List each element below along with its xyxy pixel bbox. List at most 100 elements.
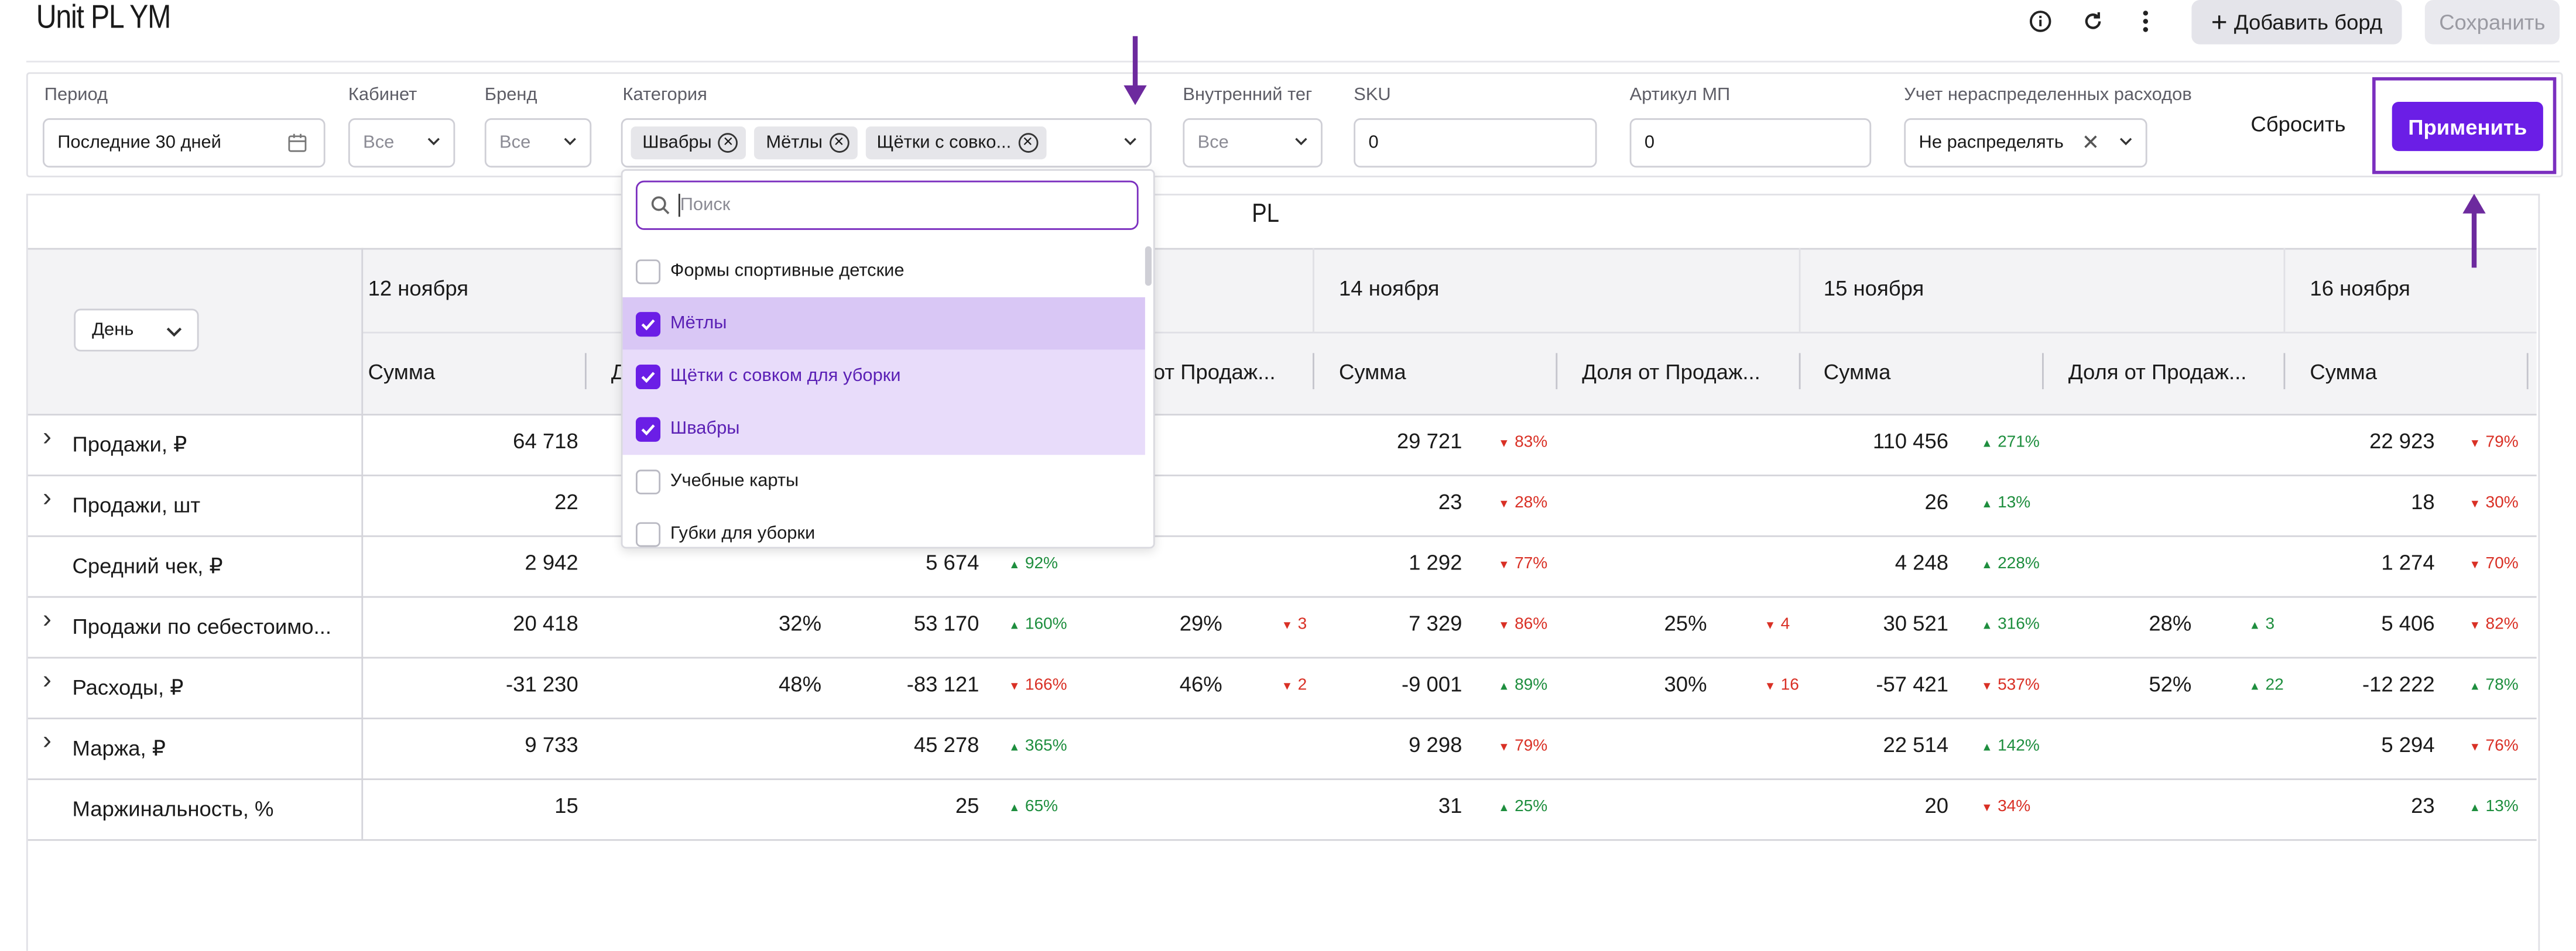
dropdown-search-input[interactable]: Поиск — [635, 180, 1139, 230]
expand-chevron-icon[interactable]: › — [42, 606, 52, 634]
row-label: Маржинальность, % — [72, 796, 274, 822]
chevron-down-icon[interactable] — [1123, 135, 1136, 147]
col-resize-handle[interactable] — [1313, 353, 1314, 390]
remove-chip-icon[interactable]: ✕ — [1018, 133, 1038, 153]
add-board-button[interactable]: + Добавить борд — [2191, 0, 2402, 44]
period-select[interactable]: Последние 30 дней — [42, 118, 326, 168]
triangle-down-icon: ▼ — [1281, 681, 1293, 693]
change-value: 22 — [2265, 677, 2284, 695]
cell-change: ▲ 65% — [1009, 798, 1058, 816]
checkbox-icon[interactable] — [635, 259, 661, 284]
category-option-label: Учебные карты — [670, 471, 799, 492]
category-dropdown: Поиск Формы спортивные детские Мётлы Щётки… — [621, 169, 1155, 549]
info-icon[interactable] — [2026, 6, 2056, 36]
change-value: 70% — [2485, 555, 2519, 574]
reset-button[interactable]: Сбросить — [2250, 111, 2346, 136]
expand-chevron-icon[interactable]: › — [42, 484, 52, 513]
col-resize-handle[interactable] — [1556, 353, 1558, 390]
category-option[interactable]: Мётлы — [622, 297, 1145, 350]
category-option[interactable]: Швабры — [622, 402, 1145, 455]
cell-value: 31 — [1438, 793, 1462, 818]
col-resize-handle[interactable] — [2526, 353, 2529, 390]
col-header-share: Доля от Продаж... — [1582, 359, 1760, 384]
text-cursor — [678, 194, 680, 217]
cell-change: ▼ 28% — [1498, 495, 1547, 513]
internal-tag-select[interactable]: Все — [1183, 118, 1323, 168]
category-select[interactable]: Швабры ✕ Мётлы ✕ Щётки с совко... ✕ — [621, 118, 1152, 168]
cabinet-label: Кабинет — [348, 85, 417, 105]
expand-chevron-icon[interactable]: › — [42, 423, 52, 452]
save-button[interactable]: Сохранить — [2424, 0, 2560, 44]
triangle-up-icon: ▲ — [2249, 620, 2261, 633]
sku-label: SKU — [1354, 85, 1391, 105]
triangle-down-icon: ▼ — [1498, 620, 1510, 633]
row-divider — [28, 839, 2537, 841]
row-label: Средний чек, ₽ — [72, 553, 223, 578]
category-option[interactable]: Губки для уборки — [623, 507, 1145, 547]
triangle-down-icon: ▼ — [2469, 559, 2481, 572]
cabinet-select[interactable]: Все — [348, 118, 455, 168]
change-value: 76% — [2485, 737, 2519, 756]
change-value: 13% — [1998, 494, 2031, 513]
article-input[interactable]: 0 — [1629, 118, 1872, 168]
cell-value: 32% — [779, 610, 822, 636]
cell-change: ▲ 89% — [1498, 677, 1547, 695]
brand-select[interactable]: Все — [484, 118, 592, 168]
col-resize-handle[interactable] — [1799, 353, 1801, 390]
col-resize-handle[interactable] — [2042, 353, 2044, 390]
triangle-down-icon: ▼ — [1764, 620, 1776, 633]
checkbox-icon[interactable] — [635, 522, 661, 547]
change-value: 271% — [1998, 433, 2040, 452]
apply-button[interactable]: Применить — [2392, 101, 2543, 152]
checkbox-checked-icon[interactable] — [635, 312, 661, 337]
table-row — [28, 414, 2537, 475]
more-vertical-icon[interactable] — [2131, 6, 2161, 36]
category-chip[interactable]: Щётки с совко... ✕ — [865, 126, 1046, 160]
col-header-sum: Сумма — [368, 359, 436, 384]
sku-input[interactable]: 0 — [1354, 118, 1597, 168]
refresh-icon[interactable] — [2078, 6, 2108, 36]
col-resize-handle[interactable] — [2283, 353, 2286, 390]
change-value: 16 — [1780, 677, 1799, 695]
article-label: Артикул МП — [1629, 85, 1731, 105]
triangle-up-icon: ▲ — [1981, 559, 1993, 572]
header-top-border — [28, 248, 2537, 250]
change-value: 4 — [1780, 616, 1790, 634]
category-chip[interactable]: Мётлы ✕ — [754, 126, 857, 160]
col-header-sum: Сумма — [2310, 359, 2378, 384]
category-option[interactable]: Щётки с совком для уборки — [622, 349, 1145, 403]
unallocated-value: Не распределять — [1919, 133, 2064, 153]
dropdown-scrollbar[interactable] — [1145, 246, 1152, 286]
change-value: 77% — [1515, 555, 1548, 574]
col-resize-handle[interactable] — [584, 353, 587, 390]
triangle-up-icon: ▲ — [1981, 620, 1993, 633]
triangle-up-icon: ▲ — [1981, 438, 1993, 450]
change-value: 13% — [2485, 798, 2519, 816]
category-chip[interactable]: Швабры ✕ — [631, 126, 746, 160]
unallocated-select[interactable]: Не распределять ✕ — [1904, 118, 2147, 168]
granularity-select[interactable]: День — [74, 308, 199, 352]
category-option[interactable]: Учебные карты — [623, 455, 1145, 507]
cell-value: 7 329 — [1409, 610, 1462, 636]
triangle-down-icon: ▼ — [1498, 499, 1510, 511]
cell-change: ▼ 2 — [1282, 677, 1307, 695]
checkbox-icon[interactable] — [635, 469, 661, 495]
checkbox-checked-icon[interactable] — [635, 364, 661, 390]
category-option[interactable]: Формы спортивные детские — [623, 245, 1145, 297]
header-divider — [26, 60, 2560, 63]
triangle-down-icon: ▼ — [1498, 742, 1510, 754]
clear-icon[interactable]: ✕ — [2081, 129, 2100, 155]
triangle-up-icon: ▲ — [1981, 499, 1993, 511]
change-value: 89% — [1515, 677, 1548, 695]
checkbox-checked-icon[interactable] — [635, 417, 661, 442]
remove-chip-icon[interactable]: ✕ — [829, 133, 849, 153]
category-option-label: Губки для уборки — [670, 524, 816, 544]
remove-chip-icon[interactable]: ✕ — [718, 133, 738, 153]
cell-value: 5 674 — [926, 550, 979, 575]
expand-chevron-icon[interactable]: › — [42, 727, 52, 756]
category-option-label: Мётлы — [670, 313, 727, 334]
cell-value: 26 — [1924, 489, 1949, 514]
expand-chevron-icon[interactable]: › — [42, 667, 52, 695]
pl-table-panel — [26, 194, 2540, 951]
cell-value: 29% — [1179, 610, 1222, 636]
